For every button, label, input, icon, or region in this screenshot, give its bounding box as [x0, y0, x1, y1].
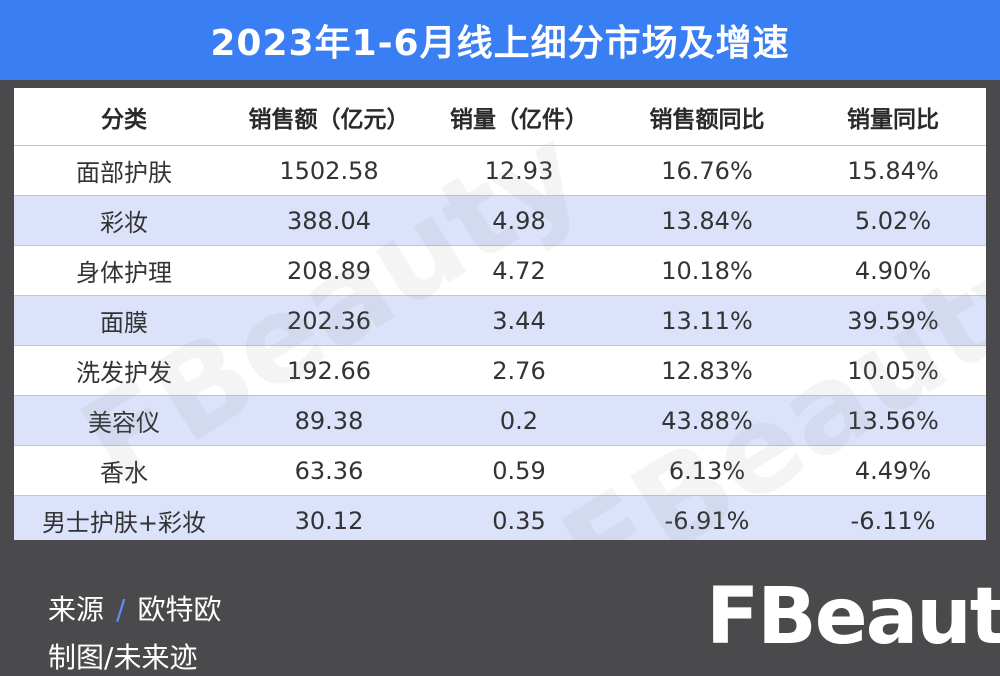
table-cell: 4.98 [424, 195, 614, 246]
column-header: 销售额同比 [614, 88, 800, 146]
table-cell: 4.90% [800, 245, 986, 296]
source-label: 来源 [48, 593, 105, 626]
table-cell: 5.02% [800, 195, 986, 246]
table-cell: 面部护肤 [14, 145, 234, 196]
table-row: 男士护肤+彩妆 30.12 0.35 -6.91% -6.11% [14, 495, 986, 540]
table-row: 彩妆 388.04 4.98 13.84% 5.02% [14, 195, 986, 246]
title-bar: 2023年1-6月线上细分市场及增速 [0, 0, 1000, 80]
table-cell: 彩妆 [14, 195, 234, 246]
table-cell: 16.76% [614, 145, 800, 196]
table-row: 香水 63.36 0.59 6.13% 4.49% [14, 445, 986, 496]
table-cell: 12.93 [424, 145, 614, 196]
table-cell: 30.12 [234, 495, 424, 540]
table-cell: 13.11% [614, 295, 800, 346]
table-cell: 13.56% [800, 395, 986, 446]
table-cell: 4.49% [800, 445, 986, 496]
data-table: 分类 销售额（亿元） 销量（亿件） 销售额同比 销量同比 面部护肤 1502.5… [14, 88, 986, 540]
table-cell: 美容仪 [14, 395, 234, 446]
table-cell: 43.88% [614, 395, 800, 446]
table-row: 身体护理 208.89 4.72 10.18% 4.90% [14, 245, 986, 296]
table-cell: 89.38 [234, 395, 424, 446]
table-cell: 1502.58 [234, 145, 424, 196]
column-header: 销售额（亿元） [234, 88, 424, 146]
table-row: 面部护肤 1502.58 12.93 16.76% 15.84% [14, 145, 986, 196]
table-cell: -6.11% [800, 495, 986, 540]
table-cell: 2.76 [424, 345, 614, 396]
table-cell: 身体护理 [14, 245, 234, 296]
table-cell: 39.59% [800, 295, 986, 346]
column-header: 销量（亿件） [424, 88, 614, 146]
table-cell: 12.83% [614, 345, 800, 396]
table-cell: 洗发护发 [14, 345, 234, 396]
table-cell: 面膜 [14, 295, 234, 346]
table-cell: 388.04 [234, 195, 424, 246]
table-cell: 10.18% [614, 245, 800, 296]
table-cell: 6.13% [614, 445, 800, 496]
table-row: 美容仪 89.38 0.2 43.88% 13.56% [14, 395, 986, 446]
table-cell: 0.35 [424, 495, 614, 540]
source-separator: / [116, 593, 126, 626]
table-cell: 192.66 [234, 345, 424, 396]
source-value: 欧特欧 [137, 593, 222, 626]
made-label: 制图 [48, 641, 105, 674]
table-cell: 4.72 [424, 245, 614, 296]
source-credit: 来源 / 欧特欧 [48, 588, 221, 628]
table-row: 面膜 202.36 3.44 13.11% 39.59% [14, 295, 986, 346]
column-header: 分类 [14, 88, 234, 146]
made-by-credit: 制图/未来迹 [48, 636, 197, 676]
table-row: 洗发护发 192.66 2.76 12.83% 10.05% [14, 345, 986, 396]
table-cell: 10.05% [800, 345, 986, 396]
table-cell: 香水 [14, 445, 234, 496]
table-cell: 208.89 [234, 245, 424, 296]
page-title: 2023年1-6月线上细分市场及增速 [210, 23, 790, 64]
table-cell: 202.36 [234, 295, 424, 346]
data-table-container: 分类 销售额（亿元） 销量（亿件） 销售额同比 销量同比 面部护肤 1502.5… [14, 88, 986, 540]
brand-logo: FBeauty [706, 572, 1000, 662]
table-cell: 63.36 [234, 445, 424, 496]
table-cell: 男士护肤+彩妆 [14, 495, 234, 540]
table-cell: -6.91% [614, 495, 800, 540]
table-cell: 13.84% [614, 195, 800, 246]
made-value: 未来迹 [113, 641, 198, 674]
table-cell: 3.44 [424, 295, 614, 346]
table-cell: 15.84% [800, 145, 986, 196]
table-header-row: 分类 销售额（亿元） 销量（亿件） 销售额同比 销量同比 [14, 88, 986, 146]
table-cell: 0.2 [424, 395, 614, 446]
column-header: 销量同比 [800, 88, 986, 146]
table-cell: 0.59 [424, 445, 614, 496]
